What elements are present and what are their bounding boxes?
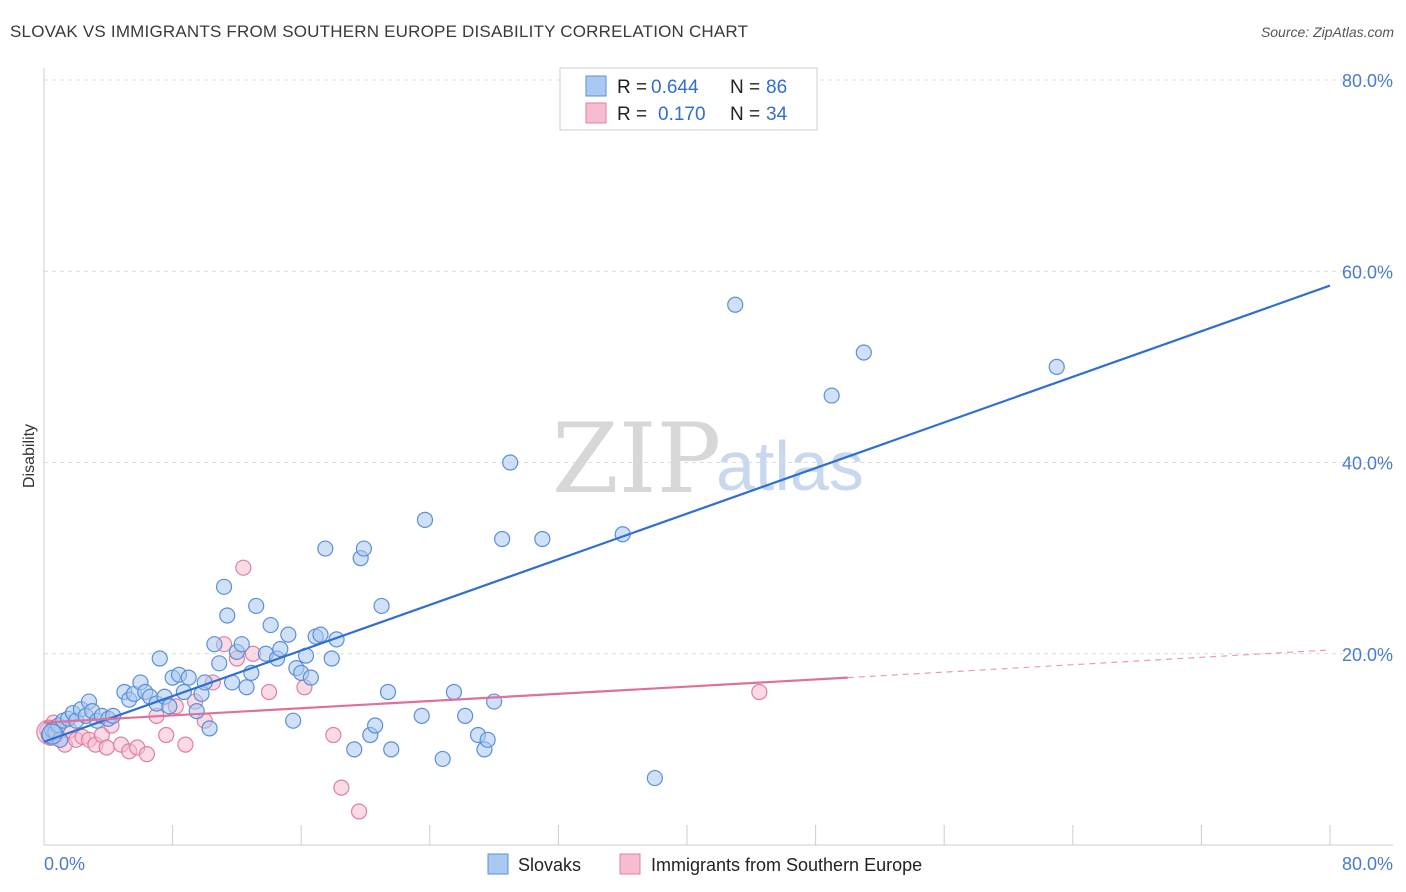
point-slovaks <box>1048 358 1065 375</box>
point-slovaks <box>413 707 430 725</box>
point-slovaks <box>262 616 279 634</box>
watermark-zip: ZIP <box>552 403 721 515</box>
y-tick-label: 20.0% <box>1342 645 1393 665</box>
point-slovaks <box>272 640 289 658</box>
point-slovaks-cluster <box>41 723 63 745</box>
x-tick-labels: 0.0% 80.0% <box>44 854 1393 874</box>
series-slovaks-points <box>40 296 1065 787</box>
point-slovaks <box>855 344 872 361</box>
point-slovaks <box>238 679 255 696</box>
y-tick-label: 60.0% <box>1342 262 1393 282</box>
axes <box>43 68 1393 846</box>
point-slovaks <box>346 741 363 758</box>
point-slovaks <box>317 540 334 557</box>
chart-title: SLOVAK VS IMMIGRANTS FROM SOUTHERN EUROP… <box>10 22 749 41</box>
point-slovaks <box>355 540 372 557</box>
point-slovaks <box>457 707 474 725</box>
point-immigrants <box>138 746 155 763</box>
point-slovaks <box>823 387 840 404</box>
watermark-atlas: atlas <box>716 427 864 505</box>
point-slovaks <box>445 683 463 701</box>
point-slovaks <box>367 717 384 734</box>
point-slovaks <box>285 712 302 729</box>
trend-line-immigrants-extension <box>847 649 1331 679</box>
trend-line-immigrants <box>43 676 848 724</box>
legend-n-value-1: 86 <box>766 77 787 98</box>
point-slovaks <box>180 669 197 686</box>
point-immigrants <box>98 739 115 756</box>
legend-swatch-immigrants <box>585 102 607 124</box>
point-slovaks <box>206 636 223 653</box>
x-tick-label-max: 80.0% <box>1342 854 1393 874</box>
point-slovaks <box>383 741 400 758</box>
legend-n-label-2: N = <box>730 104 760 125</box>
point-slovaks <box>379 683 397 701</box>
x-tick-label-min: 0.0% <box>44 854 85 874</box>
point-slovaks <box>479 731 496 748</box>
point-slovaks <box>494 530 511 548</box>
point-immigrants <box>158 726 175 744</box>
y-tick-labels: 20.0% 40.0% 60.0% 80.0% <box>1342 71 1393 665</box>
watermark: ZIP atlas <box>552 403 864 515</box>
legend-r-value-2: 0.170 <box>658 104 706 125</box>
point-slovaks <box>280 626 297 643</box>
point-slovaks <box>211 655 228 672</box>
source-credit: Source: ZipAtlas.com <box>1260 24 1394 40</box>
point-slovaks <box>215 578 233 595</box>
legend-n-label-1: N = <box>730 77 760 98</box>
legend-swatch-slovaks <box>585 75 607 97</box>
legend-r-label-1: R = <box>617 77 647 98</box>
point-immigrants <box>260 683 278 701</box>
point-immigrants <box>350 803 368 820</box>
point-immigrants <box>177 736 194 753</box>
point-slovaks <box>434 750 451 768</box>
bottom-legend-label-slovaks: Slovaks <box>518 855 581 875</box>
y-tick-label: 80.0% <box>1342 71 1393 91</box>
point-slovaks <box>373 597 390 615</box>
point-slovaks <box>646 769 663 787</box>
point-slovaks <box>233 636 250 653</box>
series-legend: Slovaks Immigrants from Southern Europe <box>487 853 922 875</box>
point-slovaks <box>201 720 218 737</box>
bottom-legend-swatch-slovaks <box>487 853 509 875</box>
point-slovaks <box>151 650 168 667</box>
point-immigrants <box>333 779 350 796</box>
y-axis-label: Disability <box>21 424 38 488</box>
legend-r-value-1: 0.644 <box>651 77 699 98</box>
point-slovaks <box>416 511 434 528</box>
bottom-legend-label-immigrants: Immigrants from Southern Europe <box>651 855 922 875</box>
point-slovaks <box>312 626 329 643</box>
legend-n-value-2: 34 <box>766 104 788 125</box>
point-slovaks <box>302 669 319 686</box>
point-immigrants <box>235 559 252 576</box>
bottom-legend-swatch-immigrants <box>619 853 641 875</box>
point-immigrants <box>325 726 342 744</box>
trend-line-slovaks <box>43 284 1331 743</box>
point-slovaks <box>534 530 551 548</box>
point-slovaks <box>248 597 265 615</box>
legend-r-label-2: R = <box>617 104 647 125</box>
trend-lines <box>43 284 1331 743</box>
stats-legend: R = 0.644 N = 86 R = 0.170 N = 34 <box>559 67 818 131</box>
point-slovaks <box>323 650 340 667</box>
point-slovaks <box>502 454 519 471</box>
point-slovaks <box>161 698 178 715</box>
point-slovaks <box>188 703 205 720</box>
point-slovaks <box>219 607 236 624</box>
y-tick-label: 40.0% <box>1342 454 1393 474</box>
point-immigrants <box>751 683 768 701</box>
point-slovaks <box>727 296 744 313</box>
